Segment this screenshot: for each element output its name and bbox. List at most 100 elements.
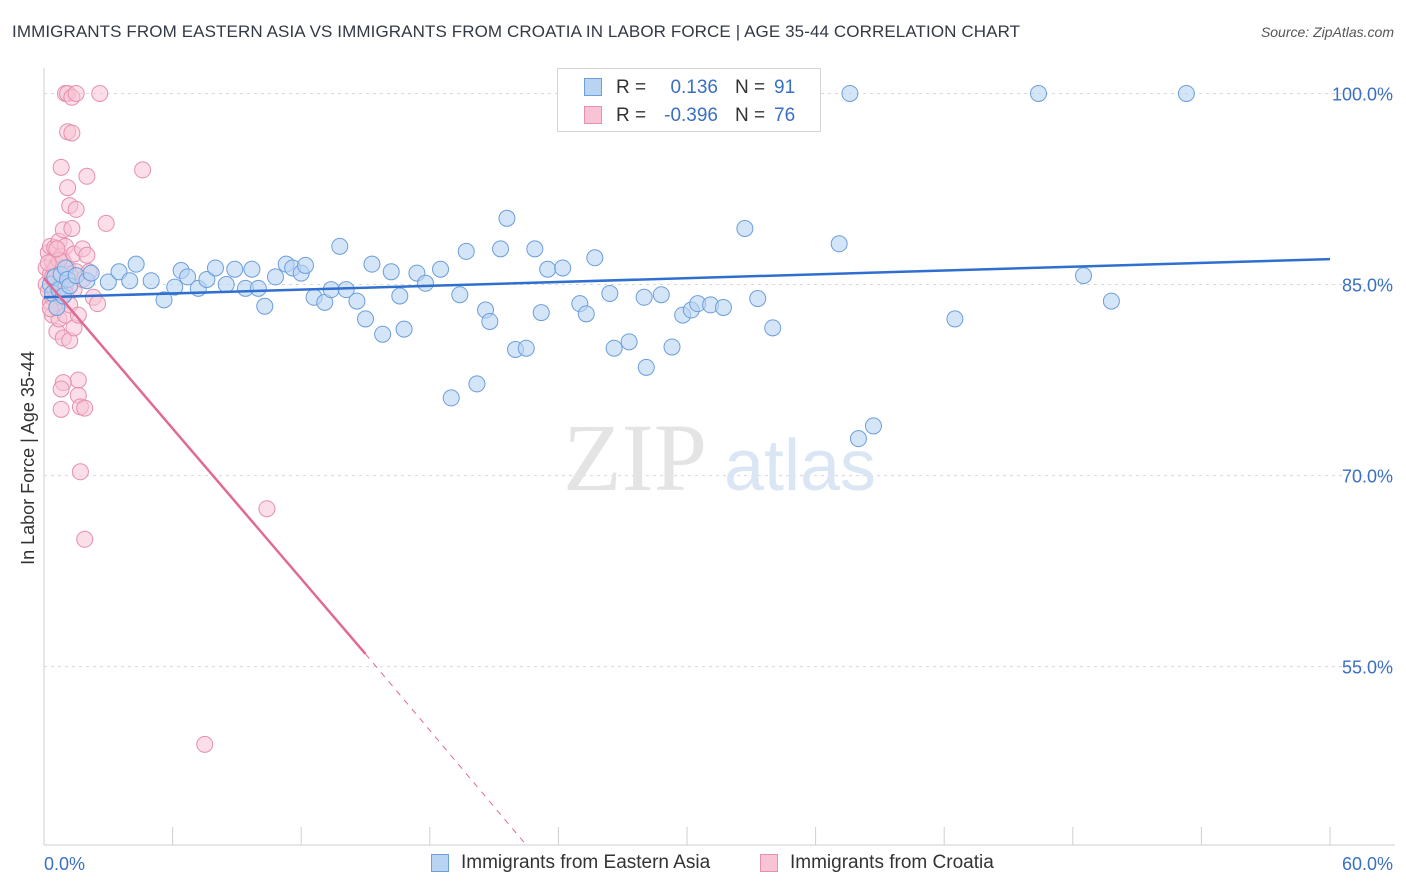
eastern-asia-point <box>468 375 486 393</box>
croatia-point <box>78 167 96 185</box>
eastern-asia-point <box>357 310 374 328</box>
y-tick-label: 100.0% <box>1332 84 1393 104</box>
series-label-eastern-asia: Immigrants from Eastern Asia <box>461 852 711 873</box>
trendlines <box>43 257 1331 846</box>
croatia-point <box>67 84 85 102</box>
croatia-point <box>78 246 96 264</box>
eastern-asia-point <box>749 290 767 308</box>
legend-n-label: N = <box>735 77 766 98</box>
eastern-asia-point <box>1075 267 1093 285</box>
croatia-point <box>91 84 109 102</box>
gridlines <box>44 92 1395 668</box>
eastern-asia-point <box>249 279 267 297</box>
eastern-asia-point <box>849 430 867 448</box>
eastern-asia-point <box>331 237 349 255</box>
eastern-asia-trendline <box>43 257 1331 299</box>
croatia-point <box>76 530 94 548</box>
eastern-asia-point <box>492 240 510 258</box>
croatia-point <box>52 400 70 418</box>
croatia-point <box>134 161 152 179</box>
eastern-asia-point <box>217 276 235 294</box>
eastern-asia-point <box>451 286 469 304</box>
croatia-point <box>59 179 77 197</box>
eastern-asia-point <box>539 260 557 278</box>
eastern-asia-point <box>266 268 284 286</box>
croatia-point <box>63 124 81 142</box>
eastern-asia-point <box>526 240 544 258</box>
axes <box>43 68 1395 846</box>
eastern-asia-point <box>348 292 366 310</box>
legend-r-value: -0.396 <box>664 105 718 126</box>
croatia-trendline <box>43 277 367 655</box>
x-tick-label: 60.0% <box>1342 854 1393 874</box>
croatia-point <box>48 240 66 258</box>
eastern-asia-point <box>391 287 409 305</box>
eastern-asia-point <box>830 235 848 253</box>
croatia-point <box>69 306 87 324</box>
eastern-asia-point <box>652 286 670 304</box>
eastern-asia-point <box>601 284 619 302</box>
legend-r-value: 0.136 <box>670 77 718 98</box>
eastern-asia-point <box>432 260 450 278</box>
eastern-asia-point <box>206 259 224 277</box>
croatia-point <box>71 463 89 481</box>
croatia-point <box>76 399 94 417</box>
eastern-asia-point <box>637 358 655 376</box>
tick-labels: 55.0% 70.0% 85.0% 100.0% 0.0% 60.0% <box>44 84 1393 874</box>
eastern-asia-point <box>296 256 314 274</box>
source-label: Source: ZipAtlas.com <box>1260 24 1394 40</box>
eastern-asia-point <box>736 219 754 237</box>
legend-n-label: N = <box>735 105 766 126</box>
eastern-asia-point <box>841 84 859 102</box>
eastern-asia-point <box>635 288 653 306</box>
eastern-asia-point <box>714 298 732 316</box>
eastern-asia-point <box>179 268 197 286</box>
eastern-asia-point <box>166 278 184 296</box>
series-legend: Immigrants from Eastern Asia Immigrants … <box>0 852 1406 878</box>
series-label-croatia: Immigrants from Croatia <box>790 852 994 873</box>
eastern-asia-point <box>82 264 100 282</box>
croatia-point <box>52 158 70 176</box>
y-tick-label: 55.0% <box>1342 658 1393 678</box>
eastern-asia-point <box>395 320 413 338</box>
croatia-point <box>196 735 214 753</box>
eastern-asia-point <box>198 270 216 288</box>
eastern-asia-point <box>577 305 595 323</box>
croatia-trendline-extension <box>365 653 527 846</box>
croatia-point <box>67 200 85 218</box>
eastern-asia-points <box>41 84 1195 448</box>
eastern-asia-point <box>374 325 392 343</box>
eastern-asia-point <box>442 389 460 407</box>
eastern-asia-point <box>586 249 604 267</box>
y-tick-label: 70.0% <box>1342 467 1393 487</box>
eastern-asia-point <box>498 209 516 227</box>
eastern-asia-point <box>121 272 139 290</box>
croatia-point <box>89 295 107 313</box>
y-tick-label: 85.0% <box>1342 276 1393 296</box>
watermark-zip: ZIP <box>563 404 707 511</box>
eastern-asia-point <box>1030 84 1048 102</box>
eastern-asia-point <box>226 260 244 278</box>
correlation-legend: R = 0.136 N = 91 R = -0.396 N = 76 <box>557 68 821 132</box>
croatia-points <box>37 84 276 753</box>
legend-r-label: R = <box>616 105 647 126</box>
legend-row-croatia: R = -0.396 N = 76 <box>558 101 820 129</box>
y-axis-label: In Labor Force | Age 35-44 <box>18 351 38 565</box>
eastern-asia-point <box>363 255 381 273</box>
croatia-point <box>63 219 81 237</box>
eastern-asia-point <box>1102 292 1120 310</box>
eastern-asia-point <box>605 339 623 357</box>
legend-n-value: 76 <box>774 105 796 126</box>
eastern-asia-point <box>382 263 400 281</box>
eastern-asia-point <box>532 304 550 322</box>
croatia-point <box>69 371 87 389</box>
eastern-asia-point <box>663 338 681 356</box>
eastern-asia-point <box>764 319 782 337</box>
chart-title: IMMIGRANTS FROM EASTERN ASIA VS IMMIGRAN… <box>12 22 1021 41</box>
eastern-asia-point <box>864 417 882 435</box>
eastern-asia-point <box>127 255 145 273</box>
eastern-asia-point <box>142 272 160 290</box>
series-swatch-pink <box>760 854 778 872</box>
legend-n-value: 91 <box>774 77 796 98</box>
eastern-asia-point <box>517 339 535 357</box>
